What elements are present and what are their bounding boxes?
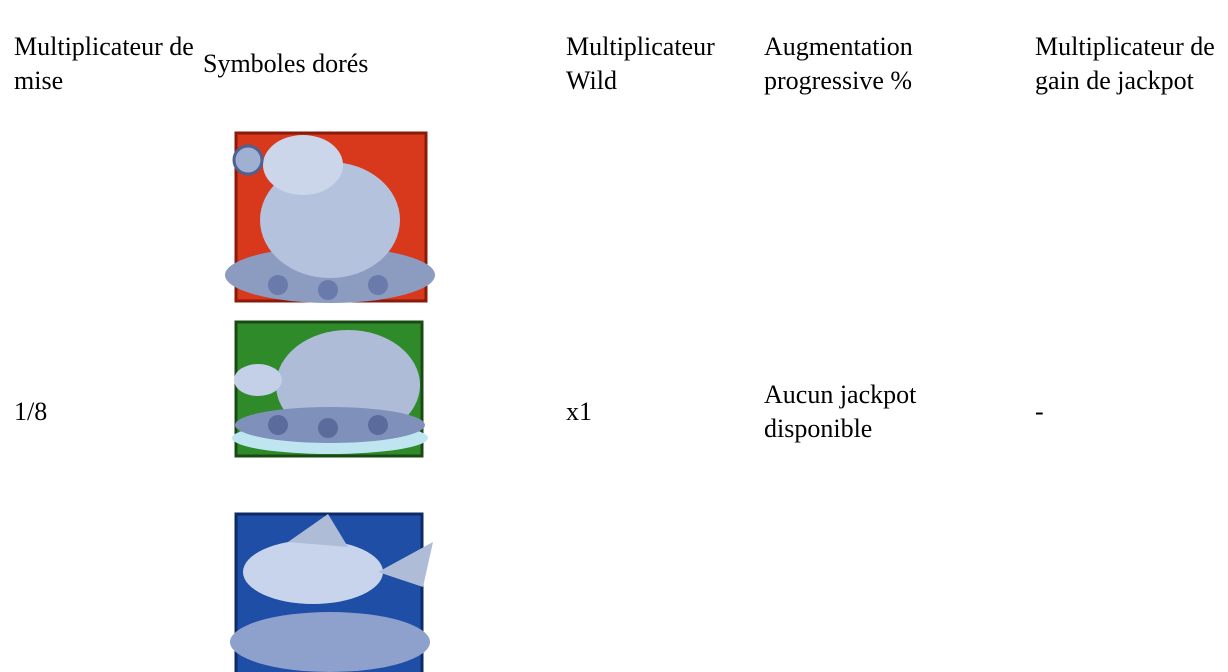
fish-symbol	[230, 512, 433, 672]
header-cell: Multiplicateur de gain de jackpot	[1035, 14, 1220, 114]
header-cell: Multiplicateur Wild	[566, 14, 756, 114]
header-cell: Multiplicateur de mise	[14, 14, 199, 114]
header-cell: Symboles dorés	[203, 14, 543, 114]
cell-text: 1/8	[14, 397, 48, 426]
header-cell: Augmentation progressive %	[764, 14, 954, 114]
header-text: Multiplicateur de gain de jackpot	[1035, 32, 1215, 95]
cell-text: Aucun jackpot disponible	[764, 380, 917, 443]
header-text: Multiplicateur Wild	[566, 32, 715, 95]
cell-text: x1	[566, 397, 592, 426]
body-cell: x1	[566, 152, 756, 672]
header-text: Symboles dorés	[203, 49, 369, 78]
body-cell: Aucun jackpot disponible	[764, 152, 954, 672]
body-cell: -	[1035, 152, 1220, 672]
cell-text: -	[1035, 397, 1044, 426]
header-text: Augmentation progressive %	[764, 32, 913, 95]
header-text: Multiplicateur de mise	[14, 32, 194, 95]
turtle-symbol	[232, 320, 428, 458]
toad-symbol	[225, 131, 435, 303]
body-cell: 1/8	[14, 152, 199, 672]
